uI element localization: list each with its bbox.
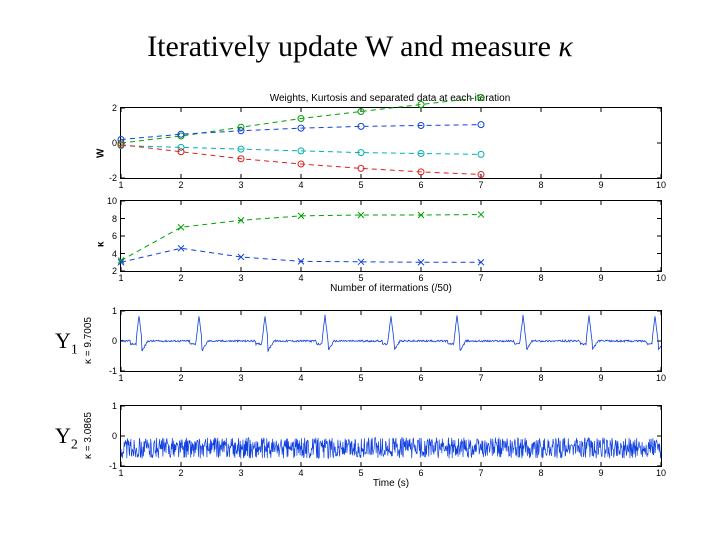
ylabel: κ = 9.7005 bbox=[83, 311, 94, 371]
xtick-label: 6 bbox=[418, 373, 423, 383]
ytick-label: 6 bbox=[112, 231, 121, 241]
xtick-label: 5 bbox=[358, 373, 363, 383]
xtick-label: 7 bbox=[478, 373, 483, 383]
xtick-label: 7 bbox=[478, 180, 483, 190]
ytick-label: 4 bbox=[112, 249, 121, 259]
ylabel: κ bbox=[96, 242, 107, 248]
ytick-label: 1 bbox=[112, 401, 121, 411]
xtick-label: 3 bbox=[238, 180, 243, 190]
figure-title: Weights, Kurtosis and separated data at … bbox=[120, 93, 660, 104]
external-label-y2: Y2 bbox=[55, 423, 78, 453]
xtick-label: 8 bbox=[538, 273, 543, 283]
xtick-label: 10 bbox=[656, 468, 666, 478]
xtick-label: 6 bbox=[418, 180, 423, 190]
ylabel: W bbox=[96, 149, 107, 158]
xtick-label: 8 bbox=[538, 468, 543, 478]
ytick-label: 2 bbox=[112, 266, 121, 276]
xtick-label: 2 bbox=[178, 468, 183, 478]
panel-y2: 12345678910-101κ = 3.0865Time (s) bbox=[120, 405, 662, 467]
xtick-label: 3 bbox=[238, 468, 243, 478]
ytick-label: -1 bbox=[109, 461, 121, 471]
xtick-label: 4 bbox=[298, 180, 303, 190]
xtick-label: 4 bbox=[298, 273, 303, 283]
xtick-label: 3 bbox=[238, 373, 243, 383]
xtick-label: 6 bbox=[418, 273, 423, 283]
title-text: Iteratively update W and measure bbox=[147, 30, 558, 63]
xtick-label: 10 bbox=[656, 373, 666, 383]
xtick-label: 2 bbox=[178, 373, 183, 383]
xlabel: Number of itermations (/50) bbox=[121, 283, 661, 294]
xtick-label: 3 bbox=[238, 273, 243, 283]
xtick-label: 10 bbox=[656, 180, 666, 190]
ytick-label: 1 bbox=[112, 306, 121, 316]
xtick-label: 5 bbox=[358, 468, 363, 478]
panel-weights: 12345678910-202W bbox=[120, 107, 662, 179]
xtick-label: 7 bbox=[478, 468, 483, 478]
ytick-label: -2 bbox=[109, 173, 121, 183]
xtick-label: 9 bbox=[598, 273, 603, 283]
xtick-label: 4 bbox=[298, 373, 303, 383]
xtick-label: 9 bbox=[598, 373, 603, 383]
page-title: Iteratively update W and measure κ bbox=[0, 30, 720, 64]
ytick-label: 2 bbox=[112, 103, 121, 113]
chart-area: Weights, Kurtosis and separated data at … bbox=[120, 95, 660, 515]
ytick-label: 8 bbox=[112, 214, 121, 224]
ylabel: κ = 3.0865 bbox=[83, 406, 94, 466]
xtick-label: 7 bbox=[478, 273, 483, 283]
ytick-label: 10 bbox=[107, 196, 121, 206]
xlabel: Time (s) bbox=[121, 478, 661, 489]
ytick-label: 0 bbox=[112, 138, 121, 148]
xtick-label: 9 bbox=[598, 468, 603, 478]
xtick-label: 8 bbox=[538, 373, 543, 383]
xtick-label: 5 bbox=[358, 180, 363, 190]
xtick-label: 10 bbox=[656, 273, 666, 283]
external-label-y1: Y1 bbox=[55, 328, 78, 358]
xtick-label: 5 bbox=[358, 273, 363, 283]
ytick-label: 0 bbox=[112, 336, 121, 346]
panel-y1: 12345678910-101κ = 9.7005 bbox=[120, 310, 662, 372]
xtick-label: 2 bbox=[178, 273, 183, 283]
xtick-label: 6 bbox=[418, 468, 423, 478]
xtick-label: 8 bbox=[538, 180, 543, 190]
kappa-symbol: κ bbox=[558, 30, 572, 63]
panel-kurtosis: 12345678910246810κNumber of itermations … bbox=[120, 200, 662, 272]
ytick-label: 0 bbox=[112, 431, 121, 441]
xtick-label: 9 bbox=[598, 180, 603, 190]
ytick-label: -1 bbox=[109, 366, 121, 376]
xtick-label: 2 bbox=[178, 180, 183, 190]
xtick-label: 4 bbox=[298, 468, 303, 478]
